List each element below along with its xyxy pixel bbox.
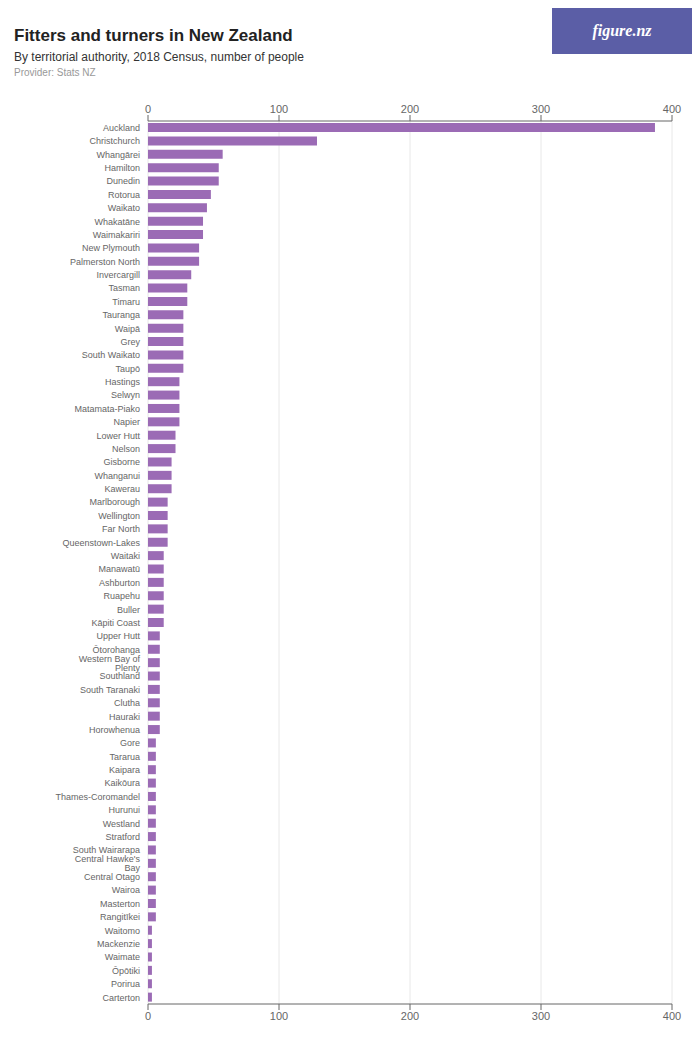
svg-text:Waikato: Waikato (108, 203, 140, 213)
svg-text:Tasman: Tasman (108, 283, 140, 293)
svg-text:Manawatū: Manawatū (98, 564, 140, 574)
svg-text:Queenstown-Lakes: Queenstown-Lakes (62, 538, 140, 548)
svg-text:200: 200 (401, 1010, 419, 1022)
svg-text:Hauraki: Hauraki (109, 712, 140, 722)
svg-text:0: 0 (145, 1010, 151, 1022)
svg-text:Wellington: Wellington (98, 511, 140, 521)
svg-text:Hastings: Hastings (105, 377, 141, 387)
svg-text:Gisborne: Gisborne (103, 457, 140, 467)
svg-text:Ōtorohanga: Ōtorohanga (92, 644, 140, 655)
svg-text:Auckland: Auckland (103, 123, 140, 133)
svg-text:South Wairarapa: South Wairarapa (72, 845, 140, 856)
svg-text:Gore: Gore (120, 738, 140, 748)
svg-text:Rotorua: Rotorua (108, 190, 140, 200)
html-text:By territorial authority, 2018: By territorial authority, 2018 Census, n… (14, 50, 304, 64)
svg-text:Southland: Southland (99, 671, 140, 681)
svg-text:Napier: Napier (113, 417, 140, 427)
svg-text:300: 300 (532, 103, 550, 115)
svg-text:Clutha: Clutha (114, 698, 140, 708)
svg-text:Whanganui: Whanganui (94, 471, 140, 481)
svg-text:Waipā: Waipā (115, 324, 140, 334)
svg-text:Timaru: Timaru (112, 297, 140, 307)
svg-text:Invercargill: Invercargill (96, 270, 140, 280)
svg-text:Ōpōtiki: Ōpōtiki (112, 966, 140, 976)
svg-text:Thames-Coromandel: Thames-Coromandel (55, 792, 140, 802)
svg-text:Carterton: Carterton (102, 993, 140, 1003)
svg-text:0: 0 (145, 103, 151, 115)
svg-text:Kaipara: Kaipara (109, 765, 140, 775)
svg-text:Porirua: Porirua (111, 979, 140, 989)
svg-text:Tauranga: Tauranga (102, 310, 140, 320)
svg-text:Tararua: Tararua (109, 752, 140, 762)
svg-text:Hamilton: Hamilton (104, 163, 140, 173)
svg-text:Kaikōura: Kaikōura (104, 778, 140, 788)
svg-text:300: 300 (532, 1010, 550, 1022)
html-text:Fitters and turners in New Zea: Fitters and turners in New Zealand (14, 26, 293, 45)
svg-text:100: 100 (270, 1010, 288, 1022)
svg-text:400: 400 (663, 1010, 681, 1022)
svg-text:Whakatāne: Whakatāne (94, 217, 140, 227)
svg-text:200: 200 (401, 103, 419, 115)
svg-text:Ashburton: Ashburton (99, 578, 140, 588)
svg-text:Whangārei: Whangārei (96, 150, 140, 160)
svg-text:Upper Hutt: Upper Hutt (96, 631, 140, 641)
svg-text:Kāpiti Coast: Kāpiti Coast (91, 618, 140, 628)
svg-text:Westland: Westland (103, 819, 140, 829)
svg-text:Horowhenua: Horowhenua (89, 725, 140, 735)
svg-text:Far North: Far North (102, 524, 140, 534)
svg-text:Waimate: Waimate (105, 952, 140, 962)
html-text:Provider: Stats NZ: Provider: Stats NZ (14, 67, 96, 78)
svg-text:Buller: Buller (117, 605, 140, 615)
svg-text:New Plymouth: New Plymouth (82, 243, 140, 253)
svg-text:Waimakariri: Waimakariri (93, 230, 140, 240)
svg-text:Lower Hutt: Lower Hutt (96, 431, 140, 441)
svg-text:Central Hawke'sBay: Central Hawke'sBay (75, 854, 141, 873)
svg-text:Masterton: Masterton (100, 899, 140, 909)
svg-text:Wairoa: Wairoa (112, 885, 140, 895)
svg-text:Dunedin: Dunedin (106, 176, 140, 186)
svg-text:Waitomo: Waitomo (105, 926, 140, 936)
svg-text:Western Bay ofPlenty: Western Bay ofPlenty (79, 654, 141, 673)
svg-text:Kawerau: Kawerau (104, 484, 140, 494)
svg-text:Grey: Grey (120, 337, 140, 347)
svg-text:Rangitīkei: Rangitīkei (100, 912, 140, 922)
svg-text:100: 100 (270, 103, 288, 115)
svg-text:Marlborough: Marlborough (89, 497, 140, 507)
svg-text:Christchurch: Christchurch (89, 136, 140, 146)
svg-text:400: 400 (663, 103, 681, 115)
svg-text:Taupō: Taupō (115, 364, 140, 374)
html-text:figure.nz: figure.nz (592, 22, 652, 39)
svg-text:Ruapehu: Ruapehu (103, 591, 140, 601)
svg-text:Selwyn: Selwyn (111, 390, 140, 400)
svg-text:Stratford: Stratford (105, 832, 140, 842)
svg-text:Mackenzie: Mackenzie (97, 939, 140, 949)
svg-text:Nelson: Nelson (112, 444, 140, 454)
svg-text:South Taranaki: South Taranaki (80, 685, 140, 695)
svg-text:Hurunui: Hurunui (108, 805, 140, 815)
svg-text:Palmerston North: Palmerston North (70, 257, 140, 267)
svg-text:Matamata-Piako: Matamata-Piako (74, 404, 140, 414)
svg-text:Waitaki: Waitaki (111, 551, 140, 561)
svg-text:Central Otago: Central Otago (84, 872, 140, 882)
svg-text:South Waikato: South Waikato (82, 350, 140, 360)
